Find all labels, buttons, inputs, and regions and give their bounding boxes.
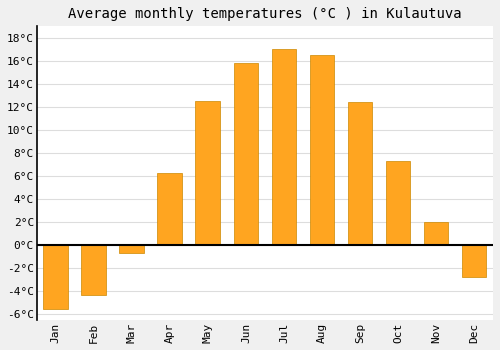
Bar	[310, 55, 334, 245]
Bar	[348, 102, 372, 245]
Bar	[196, 101, 220, 245]
Bar	[82, 245, 106, 295]
Bar	[158, 173, 182, 245]
Bar	[44, 245, 68, 308]
Bar	[424, 222, 448, 245]
Bar	[462, 245, 486, 278]
Title: Average monthly temperatures (°C ) in Kulautuva: Average monthly temperatures (°C ) in Ku…	[68, 7, 462, 21]
Bar	[386, 161, 410, 245]
Bar	[272, 49, 296, 245]
Bar	[234, 63, 258, 245]
Bar	[120, 245, 144, 253]
